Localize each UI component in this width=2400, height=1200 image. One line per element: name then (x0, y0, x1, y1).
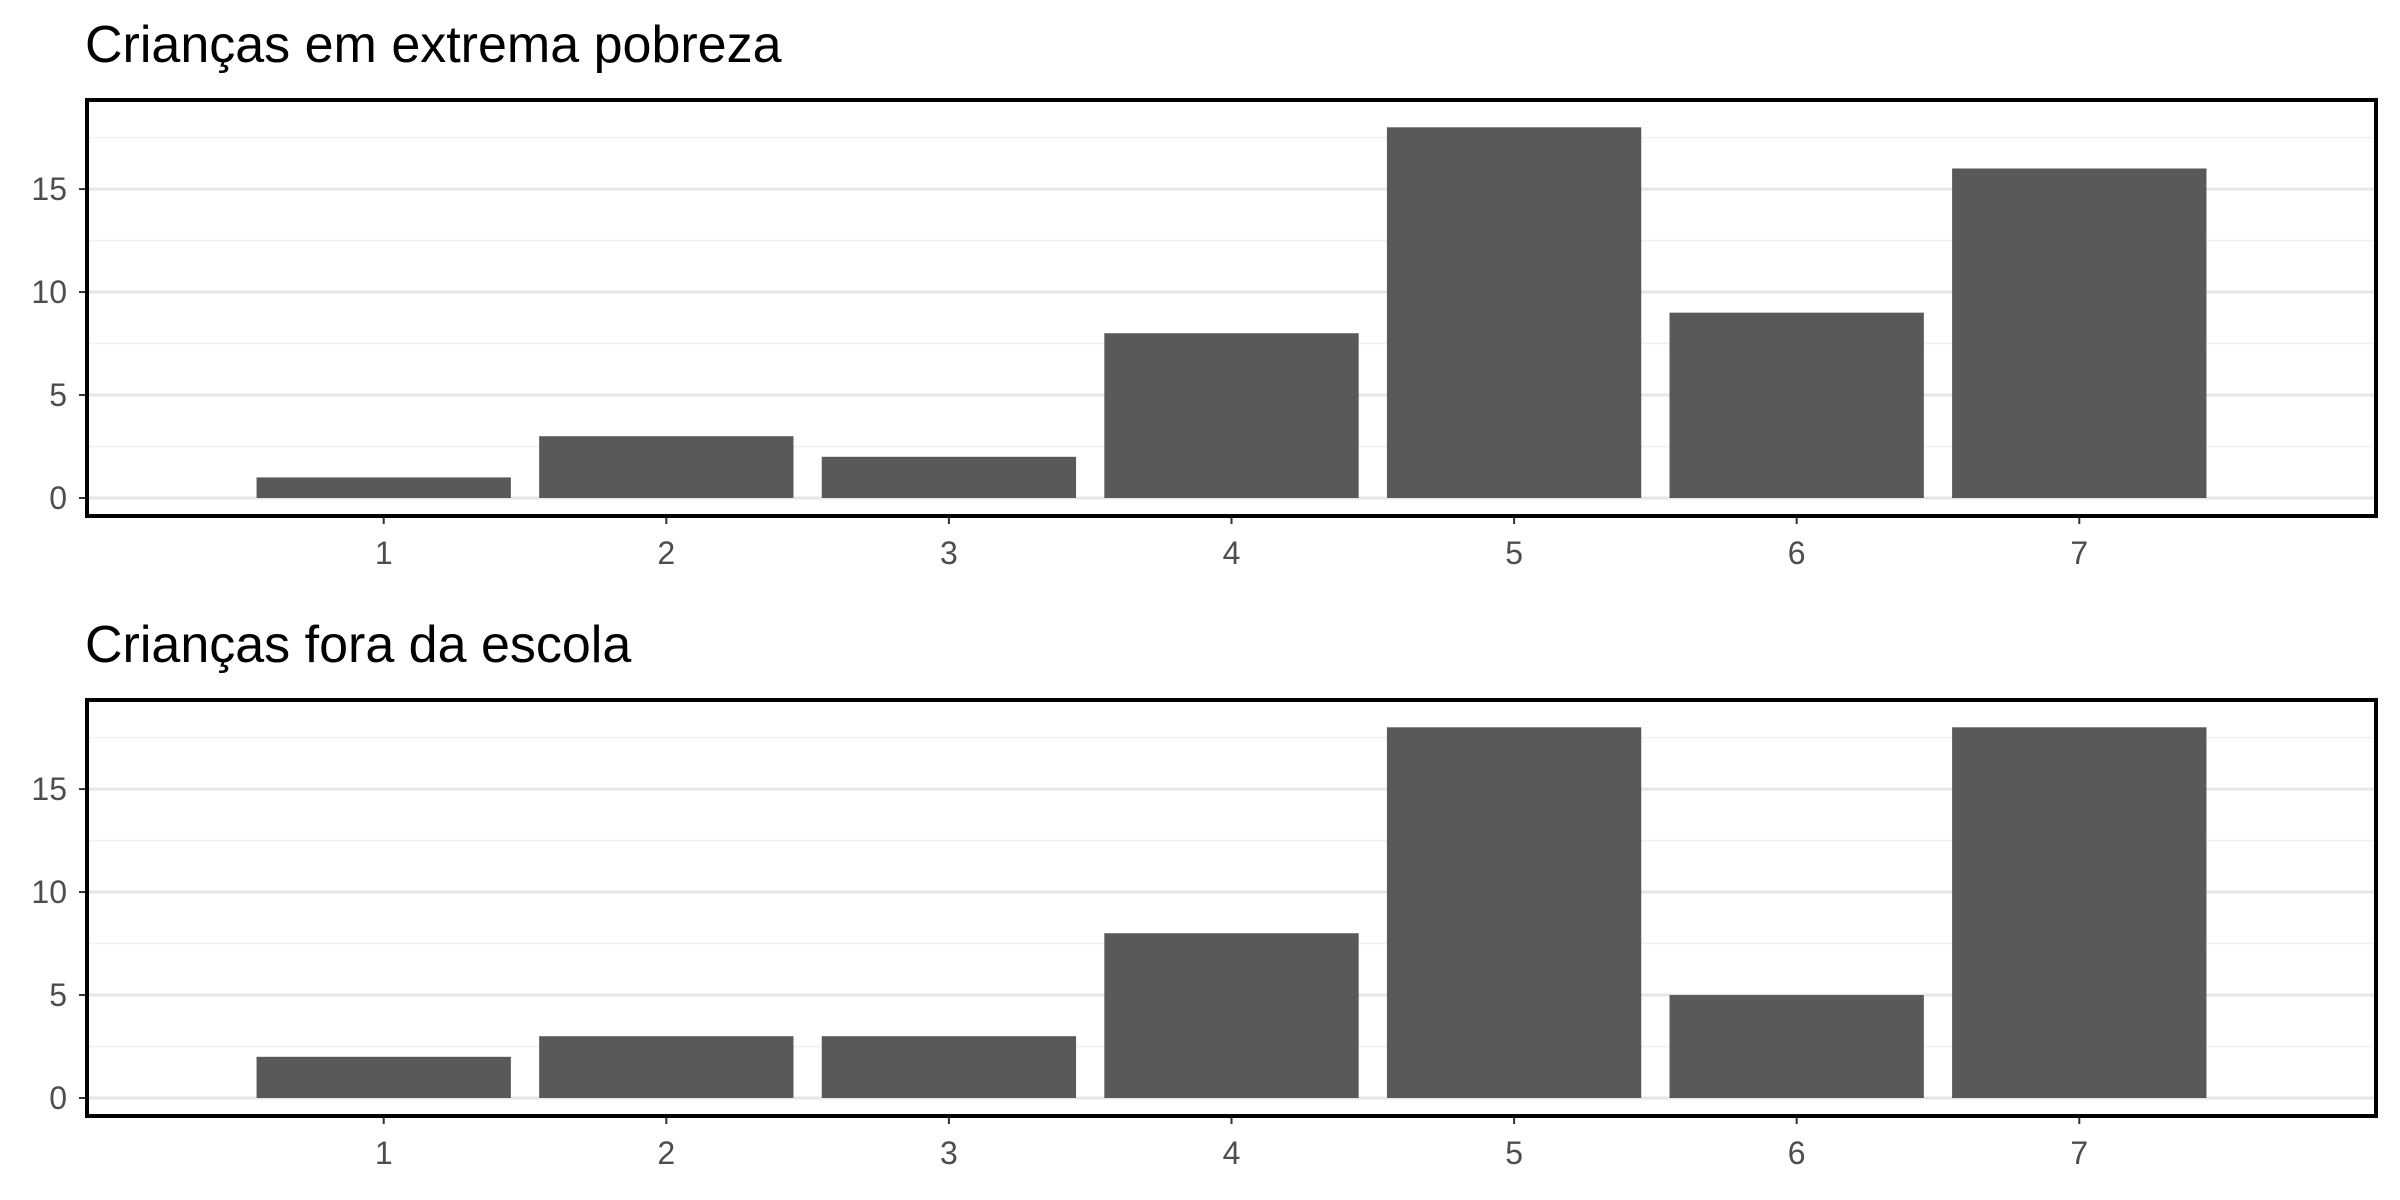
y-tick-label: 0 (49, 1080, 67, 1116)
y-tick-label: 5 (49, 377, 67, 413)
bar-6 (1669, 995, 1924, 1098)
bar-7 (1952, 727, 2207, 1098)
y-tick-label: 0 (49, 480, 67, 516)
bar-4 (1104, 933, 1359, 1098)
chart-panel-out-of-school: Crianças fora da escola 0 5 10 15 1 2 3 4 5 6 7 (31, 616, 2378, 1171)
x-tick-label: 6 (1788, 1135, 1806, 1171)
x-tick-label: 3 (940, 1135, 958, 1171)
x-tick-label: 4 (1223, 1135, 1241, 1171)
y-tick-label: 10 (31, 874, 67, 910)
x-tick-label: 2 (657, 535, 675, 571)
bar-2 (539, 436, 794, 498)
bar-3 (821, 456, 1077, 498)
bar-5 (1386, 727, 1642, 1098)
y-tick-label: 5 (49, 977, 67, 1013)
x-tick-label: 1 (375, 1135, 393, 1171)
chart-title: Crianças em extrema pobreza (85, 16, 782, 74)
bar-6 (1669, 312, 1924, 498)
chart-panel-extreme-poverty: Crianças em extrema pobreza 0 5 10 15 1 2 3 4 5 6… (31, 16, 2378, 571)
panel-border (85, 98, 2378, 518)
x-tick-label: 6 (1788, 535, 1806, 571)
bar-7 (1952, 168, 2207, 498)
panel-border (85, 698, 2378, 1118)
x-tick-label: 5 (1505, 535, 1523, 571)
x-tick-label: 1 (375, 535, 393, 571)
x-tick-label: 7 (2070, 535, 2088, 571)
x-tick-label: 4 (1223, 535, 1241, 571)
x-tick-label: 7 (2070, 1135, 2088, 1171)
y-tick-label: 15 (31, 171, 67, 207)
bar-4 (1104, 333, 1359, 498)
bar-1 (256, 1056, 511, 1098)
chart-title: Crianças fora da escola (85, 616, 631, 674)
x-tick-label: 3 (940, 535, 958, 571)
y-tick-label: 15 (31, 771, 67, 807)
y-tick-label: 10 (31, 274, 67, 310)
bar-5 (1386, 127, 1642, 498)
bar-2 (539, 1036, 794, 1098)
x-tick-label: 2 (657, 1135, 675, 1171)
bar-3 (821, 1036, 1077, 1098)
x-tick-label: 5 (1505, 1135, 1523, 1171)
bar-1 (256, 477, 511, 498)
